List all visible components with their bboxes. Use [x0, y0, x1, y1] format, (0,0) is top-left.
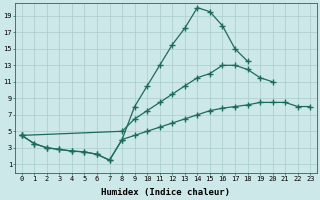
- X-axis label: Humidex (Indice chaleur): Humidex (Indice chaleur): [101, 188, 230, 197]
